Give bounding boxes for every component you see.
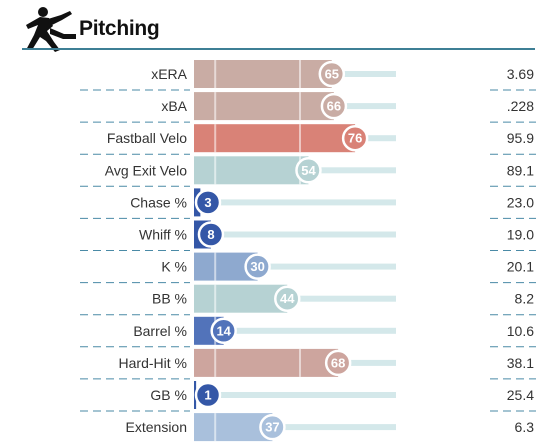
- percentile-track-barrel-pct: [194, 327, 396, 334]
- percentile-label-whiff-pct: 8: [207, 227, 214, 242]
- stat-value-xba: .228: [507, 98, 534, 114]
- percentile-marker-whiff-pct: [197, 221, 225, 248]
- percentile-label-bb-pct: 44: [280, 291, 295, 306]
- stat-value-extension: 6.3: [515, 419, 535, 435]
- percentile-marker-barrel-pct: [210, 317, 237, 345]
- category-label-xba: xBA: [161, 98, 187, 114]
- stat-value-barrel-pct: 10.6: [507, 323, 534, 339]
- stat-value-whiff-pct: 19.0: [507, 227, 534, 243]
- category-label-avg-exit-velo: Avg Exit Velo: [105, 162, 187, 178]
- stat-value-fastball-velo: 95.9: [507, 130, 534, 146]
- percentile-label-gb-pct: 1: [204, 388, 211, 403]
- percentile-marker-hard-hit-pct: [324, 349, 352, 377]
- category-label-xera: xERA: [151, 66, 187, 82]
- percentile-label-hard-hit-pct: 68: [331, 355, 345, 370]
- percentile-label-barrel-pct: 14: [216, 323, 231, 338]
- stat-value-bb-pct: 8.2: [515, 291, 535, 307]
- stat-value-hard-hit-pct: 38.1: [507, 355, 534, 371]
- percentile-bar-xba: [194, 92, 334, 121]
- category-label-k-pct: K %: [161, 259, 187, 275]
- percentile-track-chase-pct: [194, 199, 396, 206]
- category-label-hard-hit-pct: Hard-Hit %: [119, 355, 187, 371]
- stat-value-gb-pct: 25.4: [507, 387, 534, 403]
- percentile-marker-gb-pct: [194, 381, 222, 409]
- percentile-track-k-pct: [194, 263, 396, 270]
- percentile-marker-fastball-velo: [341, 124, 369, 152]
- stat-value-xera: 3.69: [507, 66, 534, 82]
- pitcher-silhouette-icon: [26, 7, 76, 52]
- category-label-barrel-pct: Barrel %: [133, 323, 187, 339]
- percentile-bar-xera: [194, 60, 332, 88]
- section-header: Pitching: [0, 0, 552, 52]
- percentile-track-extension: [194, 424, 396, 431]
- stat-value-chase-pct: 23.0: [507, 194, 534, 210]
- percentile-label-k-pct: 30: [250, 259, 264, 274]
- percentile-marker-k-pct: [244, 253, 271, 280]
- percentile-bar-fastball-velo: [194, 124, 356, 153]
- percentile-marker-xera: [318, 60, 346, 88]
- percentile-label-fastball-velo: 76: [348, 131, 362, 146]
- percentile-bar-avg-exit-velo: [194, 156, 309, 185]
- percentile-marker-xba: [320, 92, 348, 120]
- percentile-marker-bb-pct: [274, 285, 301, 312]
- category-label-fastball-velo: Fastball Velo: [107, 130, 187, 146]
- category-label-chase-pct: Chase %: [130, 194, 187, 210]
- category-label-extension: Extension: [126, 419, 187, 435]
- percentile-track-whiff-pct: [194, 231, 396, 238]
- percentile-marker-chase-pct: [194, 189, 222, 216]
- percentile-marker-avg-exit-velo: [295, 157, 322, 184]
- percentile-label-avg-exit-velo: 54: [301, 163, 316, 178]
- percentile-label-xera: 65: [325, 67, 339, 82]
- percentile-label-chase-pct: 3: [204, 195, 211, 210]
- category-label-bb-pct: BB %: [152, 291, 187, 307]
- stat-value-avg-exit-velo: 89.1: [507, 162, 534, 178]
- category-label-gb-pct: GB %: [150, 387, 187, 403]
- percentile-track-gb-pct: [194, 392, 396, 398]
- percentile-marker-extension: [259, 413, 286, 441]
- percentile-bar-bb-pct: [194, 284, 288, 313]
- stat-value-k-pct: 20.1: [507, 259, 534, 275]
- percentile-label-extension: 37: [265, 420, 279, 435]
- percentile-bar-hard-hit-pct: [194, 348, 339, 377]
- header-divider: [22, 48, 535, 50]
- percentile-label-xba: 66: [327, 99, 341, 114]
- category-label-whiff-pct: Whiff %: [139, 227, 187, 243]
- section-title: Pitching: [79, 17, 160, 40]
